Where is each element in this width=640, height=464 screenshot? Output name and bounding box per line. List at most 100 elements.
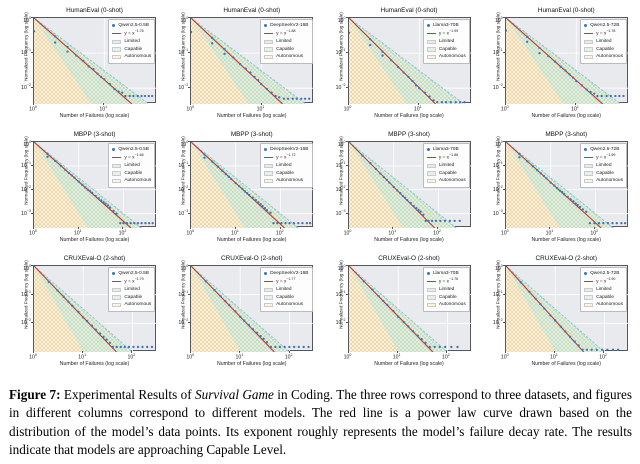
data-point <box>253 75 256 79</box>
data-point <box>140 94 143 98</box>
legend-entry-model: Llama3-70B <box>426 146 466 153</box>
legend-fit-label: y = x−1.76 <box>124 29 144 38</box>
legend-entry-region: Autonomous <box>584 53 623 60</box>
legend-entry-region: Limited <box>264 38 308 45</box>
x-tick-label: 100 <box>500 229 509 237</box>
legend-entry-region: Capable <box>584 170 623 177</box>
data-point <box>112 209 115 213</box>
region-swatch-icon <box>426 47 436 52</box>
data-point <box>593 222 596 225</box>
x-tick-label: 101 <box>550 353 558 361</box>
y-tick-label: 10−1 <box>178 48 189 56</box>
data-point <box>555 187 559 190</box>
data-point <box>535 169 539 172</box>
figure-grid: HumanEval (0-shot) Normalized Frequency (… <box>6 4 634 378</box>
plot-title: MBPP (3-shot) <box>73 131 116 138</box>
region-swatch-icon <box>584 171 594 176</box>
legend-entry-region: Capable <box>264 294 308 301</box>
data-point <box>150 345 154 349</box>
legend-entry-region: Capable <box>426 294 466 301</box>
data-point <box>111 345 114 349</box>
y-tick-label: 100 <box>180 16 189 24</box>
y-tick-mark <box>188 212 191 214</box>
plot-canvas <box>505 266 629 352</box>
data-point <box>426 219 430 223</box>
data-point <box>147 222 151 225</box>
legend-entry-fit: y = x−1.79 <box>112 277 151 286</box>
plot-canvas <box>191 266 315 352</box>
legend-entry-region: Limited <box>112 162 151 169</box>
data-point <box>84 186 87 189</box>
data-point <box>414 207 417 210</box>
legend-region-label: Capable <box>276 294 294 300</box>
legend-region-label: Autonomous <box>124 54 152 60</box>
legend: DeepSeekV2-16B y = x−1.88 Limited Capable Au… <box>260 19 313 64</box>
data-point <box>264 207 267 210</box>
y-tick-label: 10−2 <box>21 83 31 92</box>
x-axis-label: Number of Failures (log scale) <box>59 113 130 119</box>
data-point <box>232 56 235 59</box>
data-point <box>505 18 507 20</box>
fit-line-icon <box>426 281 436 283</box>
data-point <box>571 200 575 203</box>
data-point <box>34 266 36 268</box>
data-point <box>244 67 248 70</box>
data-point <box>427 95 431 98</box>
data-point <box>119 345 122 349</box>
data-point <box>406 325 409 328</box>
data-point <box>136 94 139 98</box>
scatter-marker-icon <box>584 24 588 28</box>
data-point <box>288 345 291 349</box>
data-point <box>98 332 102 335</box>
legend-entry-model: Qwen2.5-72B <box>584 270 623 277</box>
fit-line-icon <box>584 281 594 283</box>
boundary-dashed-line <box>191 142 299 228</box>
y-tick-label: 10−2 <box>335 318 346 327</box>
legend-model-label: Qwen2.5-0.5B <box>118 271 149 276</box>
y-tick-mark <box>31 164 33 166</box>
plot-canvas <box>191 18 315 104</box>
y-tick-label: 100 <box>180 264 189 272</box>
data-point <box>54 159 57 163</box>
legend-entry-region: Limited <box>584 286 623 293</box>
data-point <box>385 303 388 307</box>
region-swatch-icon <box>112 287 122 293</box>
x-tick-label: 102 <box>590 229 599 237</box>
legend-region-label: Capable <box>124 46 143 52</box>
data-point <box>265 87 269 91</box>
y-tick-mark <box>502 265 505 266</box>
data-point <box>94 328 97 331</box>
data-point <box>381 299 385 303</box>
boundary-dashed-line <box>505 266 605 352</box>
data-point <box>416 209 420 212</box>
power-law-fit-line <box>191 266 276 352</box>
data-point <box>553 319 557 322</box>
region-swatch-icon <box>112 171 122 176</box>
x-tick-mark <box>103 103 105 105</box>
data-point <box>431 99 435 102</box>
y-tick-label: 100 <box>180 140 189 148</box>
x-tick-mark <box>77 227 79 229</box>
data-point <box>406 75 410 79</box>
data-point <box>307 345 310 349</box>
legend-entry-model: DeepSeekV2-16B <box>264 22 309 29</box>
data-point <box>380 54 384 57</box>
plot-title: MBPP (3-shot) <box>388 131 430 138</box>
y-tick-mark <box>345 212 348 214</box>
legend-region-label: Capable <box>438 294 457 300</box>
data-point <box>81 183 84 187</box>
data-point <box>269 345 273 349</box>
data-point <box>605 94 608 98</box>
legend-model-label: Qwen2.5-72B <box>590 147 620 152</box>
scatter-points <box>505 142 626 225</box>
legend-entry-region: Capable <box>426 170 466 177</box>
scatter-points <box>34 142 154 225</box>
y-tick-mark <box>31 17 33 18</box>
y-tick-mark <box>502 188 505 190</box>
x-tick-label: 100 <box>343 105 352 113</box>
legend-entry-region: Limited <box>264 286 308 293</box>
data-point <box>590 348 593 351</box>
y-tick-label: 10−1 <box>178 161 189 169</box>
data-point <box>125 222 129 225</box>
data-point <box>223 47 226 51</box>
